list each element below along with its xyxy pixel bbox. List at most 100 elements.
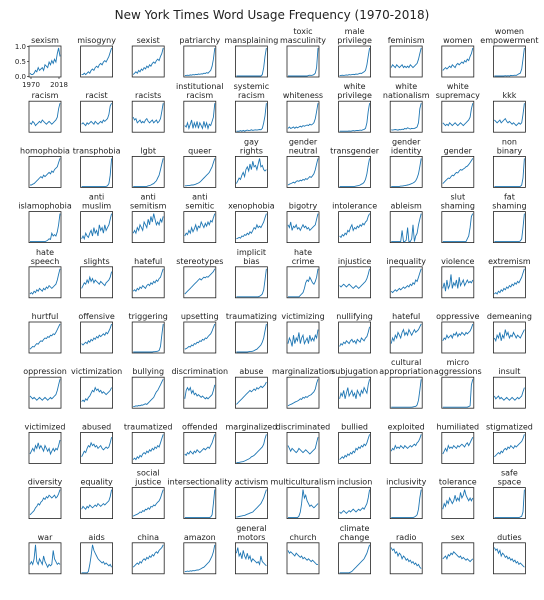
panel-frame <box>492 211 526 244</box>
panel-frame <box>80 321 113 354</box>
series-line <box>390 434 422 452</box>
panel-label: multiculturalism <box>271 478 336 487</box>
series-line <box>391 379 422 408</box>
panel-label: victimized <box>25 422 66 431</box>
panel-frame <box>183 376 217 409</box>
panel-frame <box>234 100 268 133</box>
panel-label: radio <box>396 533 416 542</box>
series-line <box>29 489 61 516</box>
panel-label: whiteness <box>283 91 323 100</box>
panel-label: neutral <box>289 146 318 155</box>
panel-label: toxic <box>293 27 312 36</box>
panel-frame <box>389 376 423 409</box>
series-line <box>494 103 525 127</box>
series-line <box>390 47 422 69</box>
panel-label: racism <box>186 91 213 100</box>
panel-label: shaming <box>492 202 526 211</box>
panel-frame <box>286 211 320 244</box>
series-line <box>442 274 474 292</box>
series-line <box>29 268 61 295</box>
panel-label: discrimination <box>171 367 228 376</box>
panel-frame <box>183 211 217 244</box>
series-line <box>236 489 267 518</box>
panel-frame <box>80 45 113 78</box>
panel-label: diversity <box>28 478 63 487</box>
series-line <box>494 434 525 458</box>
series-line <box>390 547 422 569</box>
series-line <box>184 434 216 457</box>
panel-label: general <box>236 524 266 533</box>
panel-label: subjugation <box>331 367 378 376</box>
panel-frame <box>234 45 268 78</box>
series-line <box>29 323 61 350</box>
series-line <box>494 213 525 243</box>
panel-frame <box>286 155 320 188</box>
panel-label: upsetting <box>181 312 219 321</box>
series-line <box>339 213 371 239</box>
panel-frame <box>338 45 372 78</box>
panel-label: semitic <box>185 202 214 211</box>
series-line <box>236 268 267 298</box>
panel-frame <box>28 376 62 409</box>
panel-frame <box>80 487 113 520</box>
panel-frame <box>286 542 320 575</box>
panel-frame <box>131 321 165 354</box>
panel-label: abuse <box>239 367 263 376</box>
panel-label: insult <box>498 367 520 376</box>
panel-frame <box>389 431 423 464</box>
series-line <box>81 271 113 289</box>
panel-label: semitism <box>130 202 167 211</box>
panel-frame <box>80 211 113 244</box>
panel-label: violence <box>441 257 474 266</box>
panel-frame <box>286 100 320 133</box>
panel-label: inequality <box>386 257 426 266</box>
panel-frame <box>183 100 217 133</box>
panel-frame <box>28 487 62 520</box>
panel-label: transphobia <box>73 146 121 155</box>
series-line <box>442 379 474 408</box>
series-line <box>184 103 216 131</box>
panel-frame <box>389 542 423 575</box>
series-line <box>288 47 319 77</box>
panel-frame <box>28 155 62 188</box>
panel-frame <box>441 321 475 354</box>
panel-frame <box>492 266 526 299</box>
panel-label: privilege <box>337 91 372 100</box>
panel-frame <box>338 431 372 464</box>
series-line <box>339 268 371 290</box>
y-tick-label: 1.0 <box>15 43 26 51</box>
panel-label: masculinity <box>280 36 326 45</box>
panel-label: white <box>447 82 469 91</box>
panel-frame <box>234 211 268 244</box>
panel-frame <box>492 100 526 133</box>
panel-frame <box>131 211 165 244</box>
series-line <box>391 158 422 187</box>
series-line <box>81 47 113 76</box>
panel-label: muslim <box>82 202 111 211</box>
series-line <box>81 489 113 510</box>
panel-label: stereotypes <box>176 257 223 266</box>
series-line <box>494 268 525 295</box>
series-line <box>81 213 113 241</box>
panel-label: empowerment <box>480 36 538 45</box>
panel-label: implicit <box>237 248 266 257</box>
panel-label: slights <box>84 257 110 266</box>
series-line <box>287 103 319 130</box>
series-line <box>236 47 267 77</box>
panel-label: duties <box>497 533 522 542</box>
panel-label: change <box>340 533 370 542</box>
series-line <box>442 47 474 71</box>
panel-label: amazon <box>184 533 216 542</box>
panel-label: nullifying <box>336 312 373 321</box>
panel-label: fat <box>504 193 515 202</box>
panel-frame <box>492 487 526 520</box>
panel-label: micro <box>447 358 470 367</box>
panel-label: traumatized <box>124 422 173 431</box>
panel-frame <box>492 431 526 464</box>
panel-label: islamophobia <box>18 202 72 211</box>
series-line <box>442 489 474 510</box>
panel-frame <box>338 100 372 133</box>
panel-frame <box>131 542 165 575</box>
series-line <box>236 381 267 405</box>
series-line <box>339 489 371 515</box>
